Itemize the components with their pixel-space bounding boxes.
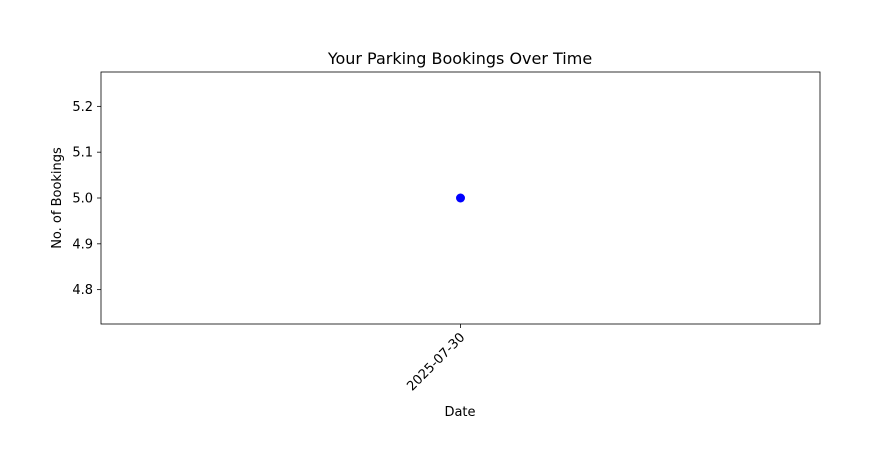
data-points bbox=[456, 193, 465, 203]
y-tick-label: 5.0 bbox=[72, 192, 93, 207]
y-tick-label: 5.1 bbox=[72, 146, 93, 161]
chart-title: Your Parking Bookings Over Time bbox=[327, 49, 592, 68]
x-axis: 2025-07-30 bbox=[404, 324, 468, 394]
plot-frame bbox=[100, 71, 821, 325]
y-axis-label: No. of Bookings bbox=[50, 147, 65, 249]
x-axis-label: Date bbox=[444, 405, 475, 420]
y-tick-label: 4.8 bbox=[72, 283, 93, 298]
y-axis: 4.8 4.9 5.0 5.1 5.2 bbox=[72, 100, 101, 298]
y-tick-label: 4.9 bbox=[72, 237, 93, 252]
x-tick-label: 2025-07-30 bbox=[404, 330, 468, 394]
y-tick-label: 5.2 bbox=[72, 100, 93, 115]
data-point bbox=[456, 193, 465, 203]
